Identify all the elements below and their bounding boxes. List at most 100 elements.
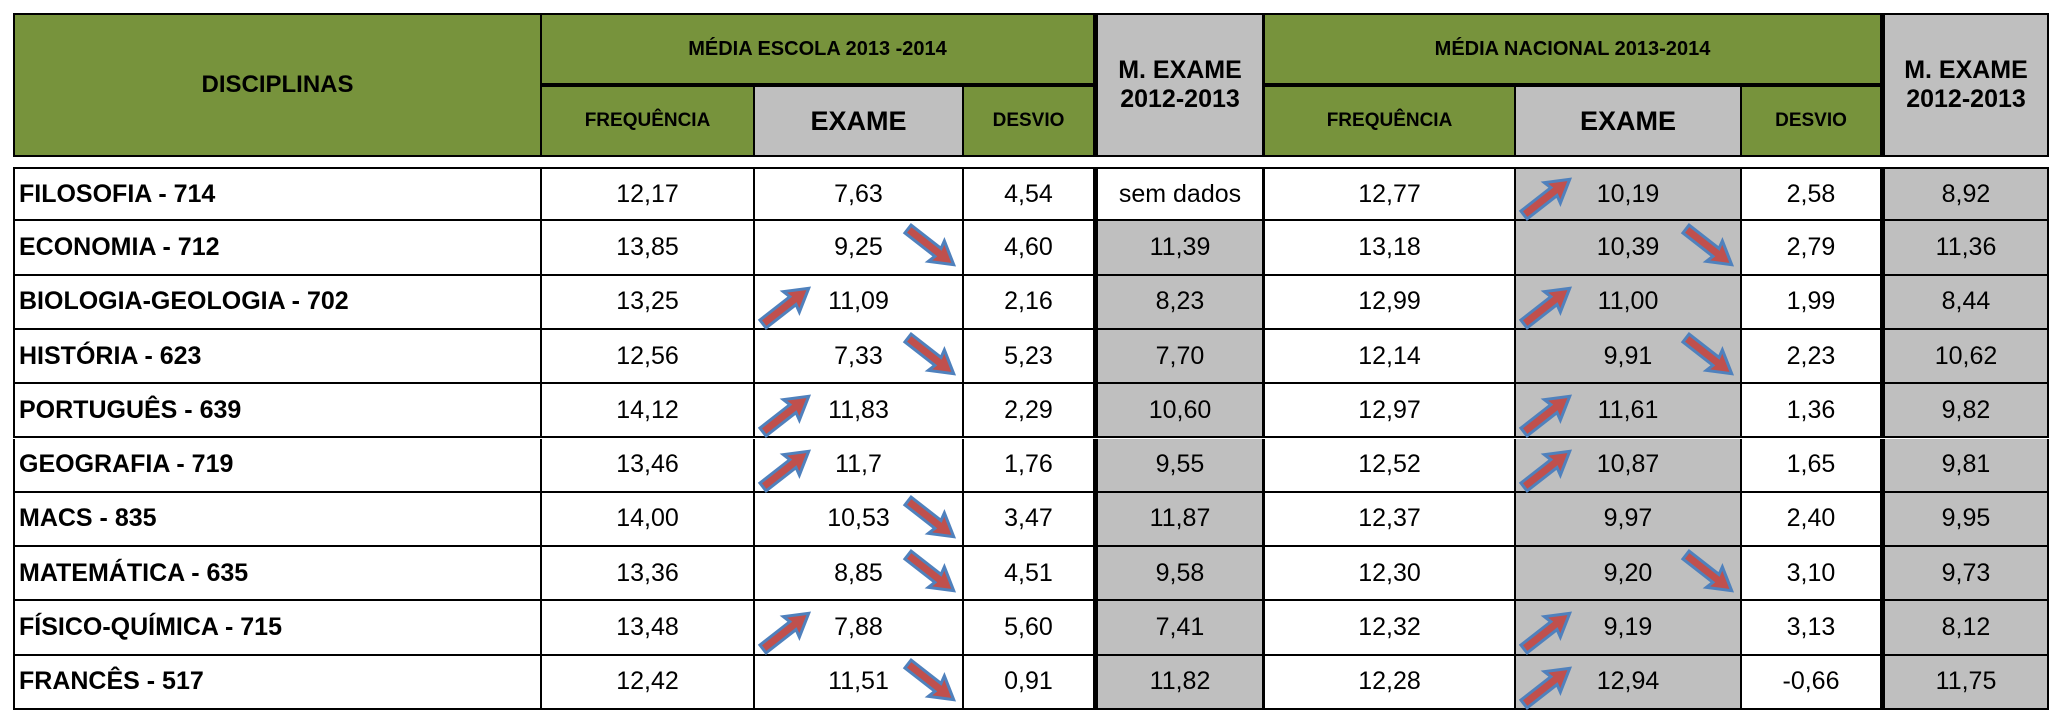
cell-text: 12,32	[1358, 613, 1421, 642]
value-cell: 13,46	[542, 438, 755, 493]
cell-text: 3,10	[1786, 558, 1836, 587]
value-cell: 9,20	[1516, 547, 1742, 602]
cell-text: 7,41	[1155, 613, 1205, 642]
trend-arrow-down	[902, 331, 957, 376]
value-cell: 9,25	[755, 221, 964, 276]
cell-text: FRANCÊS - 517	[19, 667, 204, 696]
value-cell: 12,30	[1265, 547, 1516, 602]
table: DISCIPLINAS MÉDIA ESCOLA 2013 -2014 MÉDIA …	[13, 13, 2049, 710]
value-cell: 2,58	[1742, 167, 1882, 222]
row-name: MACS - 835	[13, 492, 542, 548]
cell-text: 11,00	[1597, 287, 1659, 316]
cell-text: 12,37	[1358, 504, 1421, 533]
cell-text: MATEMÁTICA - 635	[19, 558, 249, 587]
cell-text: 12,97	[1358, 395, 1421, 424]
header-column: EXAME	[1516, 85, 1742, 157]
cell-text: 5,60	[1004, 613, 1053, 642]
m-exame-cell: 10,60	[1095, 384, 1265, 439]
cell-text: 13,46	[616, 450, 679, 479]
row-name: ECONOMIA - 712	[13, 221, 542, 276]
value-cell: 7,63	[755, 167, 964, 222]
cell-text: 1,99	[1786, 287, 1836, 316]
cell-text: 9,25	[834, 232, 883, 261]
m-exame-cell: 8,23	[1095, 275, 1265, 330]
trend-arrow-down	[1680, 331, 1735, 376]
m-exame-cell: 9,55	[1095, 438, 1265, 493]
value-cell: 4,54	[964, 167, 1095, 222]
value-cell: 12,97	[1265, 384, 1516, 439]
trend-arrow-up	[1518, 394, 1573, 439]
cell-text: 9,19	[1603, 613, 1653, 642]
value-cell: 2,79	[1742, 221, 1882, 276]
cell-text: 3,47	[1004, 504, 1053, 533]
value-cell: 14,12	[542, 384, 755, 439]
cell-text: ECONOMIA - 712	[19, 232, 220, 261]
cell-text: 13,48	[616, 613, 679, 642]
cell-text: 11,7	[835, 450, 882, 479]
trend-arrow-up	[1518, 611, 1573, 656]
cell-text: 8,23	[1155, 287, 1205, 316]
cell-text: 13,85	[616, 232, 679, 261]
value-cell: 1,99	[1742, 275, 1882, 330]
value-cell: 2,29	[964, 384, 1095, 439]
cell-text: 11,36	[1935, 232, 1997, 261]
cell-text: 12,94	[1596, 667, 1660, 696]
cell-text: 11,83	[828, 395, 889, 424]
value-cell: 13,18	[1265, 221, 1516, 276]
cell-text: 11,09	[828, 287, 889, 316]
value-cell: 1,65	[1742, 438, 1882, 493]
m-exame-cell: 9,81	[1882, 438, 2049, 493]
value-cell: 1,36	[1742, 384, 1882, 439]
trend-arrow-down	[1680, 223, 1735, 267]
value-cell: 12,77	[1265, 167, 1516, 222]
cell-text: M. EXAME	[1118, 56, 1242, 84]
row-name: FÍSICO-QUÍMICA - 715	[13, 601, 542, 656]
value-cell: 2,23	[1742, 329, 1882, 385]
m-exame-cell: 11,36	[1882, 221, 2049, 276]
row-name: PORTUGUÊS - 639	[13, 384, 542, 439]
cell-text: 8,44	[1941, 287, 1991, 316]
arrow-shape	[902, 549, 957, 593]
arrow-shape	[902, 331, 957, 376]
cell-text: 4,51	[1004, 558, 1053, 587]
value-cell: 12,17	[542, 167, 755, 222]
value-cell: 10,87	[1516, 438, 1742, 493]
trend-arrow-down	[902, 657, 957, 702]
row-name: HISTÓRIA - 623	[13, 329, 542, 385]
value-cell: -0,66	[1742, 655, 1882, 710]
trend-arrow-down	[1680, 549, 1735, 593]
value-cell: 12,99	[1265, 275, 1516, 330]
cell-text: 0,91	[1004, 667, 1053, 696]
arrow-shape	[757, 394, 812, 439]
trend-arrow-up	[1518, 177, 1573, 222]
m-exame-cell: 11,39	[1095, 221, 1265, 276]
m-exame-cell: 9,82	[1882, 384, 2049, 439]
cell-text: MÉDIA ESCOLA 2013 -2014	[688, 37, 947, 60]
cell-text: 12,99	[1358, 287, 1421, 316]
cell-text: 13,18	[1358, 232, 1421, 261]
cell-text: 11,51	[828, 667, 889, 696]
header-column: FREQUÊNCIA	[1265, 85, 1516, 157]
m-exame-cell: 7,41	[1095, 601, 1265, 656]
cell-text: EXAME	[810, 105, 907, 136]
row-name: FRANCÊS - 517	[13, 655, 542, 710]
value-cell: 9,97	[1516, 492, 1742, 548]
cell-text: -0,66	[1782, 667, 1840, 696]
cell-text: 9,73	[1941, 558, 1991, 587]
cell-text: 12,52	[1358, 450, 1421, 479]
cell-text: 11,82	[1149, 667, 1211, 696]
cell-text: 11,75	[1935, 667, 1997, 696]
cell-text: 11,61	[1597, 395, 1659, 424]
header-m-exame: M. EXAME 2012-2013	[1095, 13, 1265, 157]
header-column: DESVIO	[964, 85, 1095, 157]
cell-text: 5,23	[1004, 341, 1053, 370]
arrow-shape	[1680, 549, 1735, 593]
cell-text: 13,36	[616, 558, 679, 587]
cell-text: 3,13	[1786, 613, 1836, 642]
cell-text: 9,58	[1155, 558, 1205, 587]
cell-text: 7,88	[834, 613, 883, 642]
header-column: EXAME	[755, 85, 964, 157]
header-group: MÉDIA NACIONAL 2013-2014	[1265, 13, 1882, 85]
cell-text: 8,12	[1941, 613, 1991, 642]
value-cell: 12,37	[1265, 492, 1516, 548]
